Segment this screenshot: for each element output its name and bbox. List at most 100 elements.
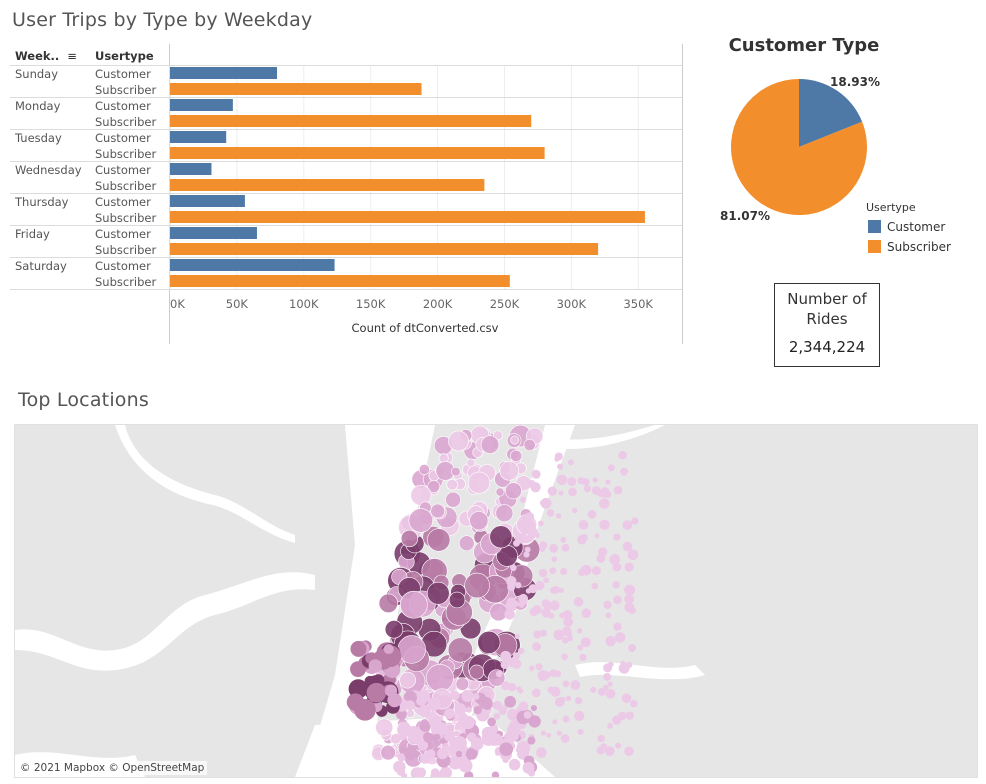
station-dot	[469, 511, 489, 531]
station-dot	[508, 758, 521, 771]
station-dot	[625, 711, 634, 720]
station-dot	[577, 535, 587, 545]
station-dot	[375, 718, 394, 737]
top-locations-map[interactable]: © 2021 Mapbox © OpenStreetMap	[14, 424, 978, 778]
x-tick-label: 50K	[226, 297, 249, 311]
station-dot	[542, 671, 551, 679]
usertype-label: Subscriber	[95, 147, 157, 161]
river-west	[15, 572, 315, 671]
station-dot	[445, 491, 461, 508]
station-dot	[426, 581, 450, 605]
river-east	[410, 425, 575, 777]
legend-label-subscriber: Subscriber	[887, 240, 951, 254]
number-of-rides-card: Number of Rides 2,344,224	[774, 283, 880, 367]
station-dot	[523, 551, 530, 558]
x-tick-label: 350K	[623, 297, 653, 311]
station-dot	[465, 747, 478, 760]
weekday-label: Friday	[15, 227, 50, 241]
station-dot	[425, 664, 454, 692]
station-dot	[613, 533, 621, 541]
station-dot	[539, 499, 546, 506]
station-dot	[591, 582, 599, 590]
station-dot	[539, 629, 547, 637]
usertype-label: Subscriber	[95, 83, 157, 97]
map-attribution[interactable]: © 2021 Mapbox © OpenStreetMap	[17, 761, 208, 775]
station-dot	[605, 612, 612, 619]
station-dot	[560, 536, 567, 543]
station-dot	[505, 600, 517, 612]
station-dot	[487, 717, 496, 727]
station-dot	[465, 706, 472, 713]
station-dot	[515, 582, 522, 589]
station-dot	[399, 721, 410, 733]
station-dot	[627, 549, 639, 561]
bar-customer	[170, 163, 212, 175]
station-dot	[466, 458, 476, 468]
station-dot	[489, 525, 513, 549]
weekday-bar-chart: Sunday Customer Subscriber Monday Customer Su…	[10, 44, 683, 344]
station-dot	[504, 695, 517, 708]
station-dot	[524, 512, 535, 522]
station-dot	[510, 435, 520, 445]
station-dot	[451, 466, 461, 477]
station-dot	[500, 681, 510, 691]
station-dot	[533, 630, 542, 639]
station-dot	[448, 755, 463, 770]
station-dot	[562, 610, 573, 620]
weekday-column-header[interactable]: Week.. ≡	[15, 49, 77, 63]
bar-subscriber	[170, 179, 485, 191]
station-dot	[500, 650, 512, 662]
station-dot	[577, 644, 583, 651]
x-tick-label: 0K	[170, 297, 185, 311]
usertype-label: Customer	[95, 163, 151, 177]
station-dot	[531, 469, 541, 479]
bar-customer	[170, 67, 278, 79]
pie-label-customer: 18.93%	[830, 75, 880, 89]
station-dot	[499, 461, 520, 481]
usertype-label: Customer	[95, 195, 151, 209]
station-dot	[558, 587, 564, 593]
station-dot	[523, 710, 532, 719]
usertype-label: Customer	[95, 227, 151, 241]
station-dot	[560, 567, 568, 576]
station-dot	[450, 690, 460, 701]
station-dot	[454, 703, 467, 716]
station-dot	[577, 728, 584, 735]
station-dot	[550, 586, 558, 595]
station-dot	[495, 504, 514, 523]
kpi-label-line2: Rides	[806, 310, 848, 328]
station-dot	[426, 749, 436, 759]
legend-swatch-subscriber	[868, 240, 881, 253]
usertype-label: Customer	[95, 131, 151, 145]
station-dot	[510, 449, 523, 462]
station-dot	[628, 644, 636, 652]
station-dot	[607, 464, 615, 472]
station-dot	[447, 637, 473, 663]
weekday-label: Thursday	[14, 195, 69, 209]
usertype-column-header[interactable]: Usertype	[95, 49, 154, 63]
station-dot	[597, 490, 604, 497]
station-dot	[535, 581, 545, 591]
station-dot	[547, 486, 558, 496]
station-dot	[384, 684, 398, 697]
legend-swatch-customer	[868, 220, 881, 233]
station-dot	[427, 480, 441, 493]
station-dot	[516, 740, 531, 755]
station-dot	[461, 715, 475, 730]
station-dot	[439, 737, 446, 744]
station-dot	[605, 479, 611, 485]
station-dot	[439, 766, 453, 777]
sort-icon[interactable]: ≡	[67, 49, 77, 63]
station-dot	[548, 612, 555, 619]
station-dot	[608, 661, 614, 668]
station-dot	[350, 640, 367, 657]
station-dot	[538, 568, 548, 578]
station-dot	[448, 430, 469, 452]
station-dot	[408, 508, 433, 533]
station-dot	[444, 708, 455, 719]
station-dot	[517, 647, 525, 655]
station-dot	[532, 605, 542, 615]
x-tick-label: 200K	[423, 297, 453, 311]
station-dot	[399, 671, 416, 689]
station-dot	[557, 463, 564, 470]
